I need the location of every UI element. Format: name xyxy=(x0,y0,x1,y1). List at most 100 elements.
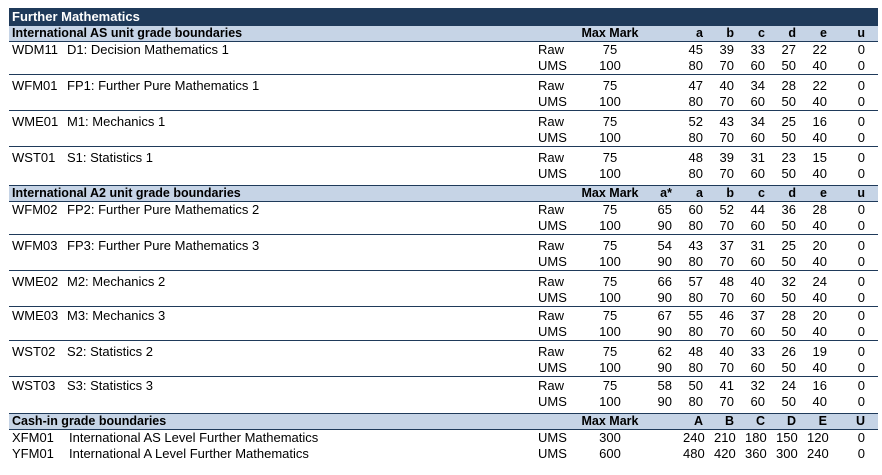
grade-value: 90 xyxy=(657,218,672,233)
unit-name: M3: Mechanics 3 xyxy=(67,308,166,323)
grade-value: 70 xyxy=(719,394,734,409)
grade-value: 54 xyxy=(657,238,672,253)
unit-name: S1: Statistics 1 xyxy=(67,150,153,165)
grade-header: C xyxy=(755,414,765,428)
grade-value: 22 xyxy=(812,78,827,93)
max-mark: 100 xyxy=(599,360,621,375)
unit-block: WFM01 FP1: Further Pure Mathematics 1 Ra… xyxy=(9,75,878,111)
table-row: UMS 100 90 80 70 60 50 40 0 xyxy=(9,290,878,306)
grade-header: b xyxy=(726,186,734,200)
grade-value: 45 xyxy=(688,42,703,57)
grade-value: 0 xyxy=(857,130,865,145)
table-row: WFM02 FP2: Further Pure Mathematics 2 Ra… xyxy=(9,202,878,218)
grade-value: 15 xyxy=(812,150,827,165)
grade-value: 33 xyxy=(750,42,765,57)
unit-block: WFM03 FP3: Further Pure Mathematics 3 Ra… xyxy=(9,235,878,271)
section-label: International A2 unit grade boundaries xyxy=(12,186,241,200)
grade-value: 0 xyxy=(857,360,865,375)
unit-block: WFM02 FP2: Further Pure Mathematics 2 Ra… xyxy=(9,202,878,235)
grade-value: 19 xyxy=(812,344,827,359)
grade-value: 70 xyxy=(719,166,734,181)
grade-value: 28 xyxy=(812,202,827,217)
grade-value: 0 xyxy=(857,290,865,305)
grade-value: 50 xyxy=(781,58,796,73)
grade-value: 16 xyxy=(812,114,827,129)
grade-value: 180 xyxy=(745,430,767,445)
max-mark: 100 xyxy=(599,254,621,269)
table-row: YFM01 International A Level Further Math… xyxy=(9,446,878,462)
grade-value: 40 xyxy=(719,78,734,93)
grade-value: 40 xyxy=(812,254,827,269)
grade-value: 57 xyxy=(688,274,703,289)
grade-value: 80 xyxy=(688,94,703,109)
grade-value: 50 xyxy=(781,324,796,339)
grade-value: 70 xyxy=(719,58,734,73)
grade-value: 24 xyxy=(812,274,827,289)
grade-value: 28 xyxy=(781,308,796,323)
grade-value: 34 xyxy=(750,78,765,93)
unit-block: WME03 M3: Mechanics 3 Raw 75 67 55 46 37… xyxy=(9,307,878,341)
grade-value: 52 xyxy=(719,202,734,217)
table-row: XFM01 International AS Level Further Mat… xyxy=(9,430,878,446)
unit-code: WDM11 xyxy=(12,42,58,57)
grade-value: 0 xyxy=(857,94,865,109)
grade-header: c xyxy=(758,186,765,200)
mark-type: UMS xyxy=(538,58,567,73)
section-label: International AS unit grade boundaries xyxy=(12,26,243,40)
mark-type: UMS xyxy=(538,130,567,145)
grade-header: U xyxy=(855,414,865,428)
unit-name: FP1: Further Pure Mathematics 1 xyxy=(67,78,260,93)
grade-value: 65 xyxy=(657,202,672,217)
mark-type: UMS xyxy=(538,166,567,181)
grade-value: 20 xyxy=(812,238,827,253)
as-section-header: International AS unit grade boundaries M… xyxy=(9,25,878,42)
grade-value: 60 xyxy=(750,360,765,375)
grade-value: 40 xyxy=(812,94,827,109)
grade-value: 25 xyxy=(781,114,796,129)
grade-value: 80 xyxy=(688,130,703,145)
grade-value: 80 xyxy=(688,218,703,233)
table-row: WST02 S2: Statistics 2 Raw 75 62 48 40 3… xyxy=(9,344,878,360)
unit-code: WST02 xyxy=(12,344,56,359)
grade-value: 60 xyxy=(750,58,765,73)
grade-value: 70 xyxy=(719,130,734,145)
grade-value: 70 xyxy=(719,360,734,375)
table-row: UMS 100 80 70 60 50 40 0 xyxy=(9,130,878,146)
grade-value: 16 xyxy=(812,378,827,393)
grade-value: 70 xyxy=(719,94,734,109)
unit-name: S3: Statistics 3 xyxy=(67,378,153,393)
max-mark: 100 xyxy=(599,166,621,181)
mark-type: UMS xyxy=(538,290,567,305)
grade-value: 37 xyxy=(750,308,765,323)
grade-value: 48 xyxy=(688,150,703,165)
grade-header: e xyxy=(820,186,827,200)
grade-value: 0 xyxy=(857,344,865,359)
max-mark: 100 xyxy=(599,94,621,109)
grade-header: a* xyxy=(660,186,672,200)
max-mark-header: Max Mark xyxy=(581,186,639,200)
mark-type: Raw xyxy=(538,150,565,165)
table-row: WME02 M2: Mechanics 2 Raw 75 66 57 48 40… xyxy=(9,274,878,290)
mark-type: UMS xyxy=(538,394,567,409)
grade-value: 90 xyxy=(657,394,672,409)
grade-header: c xyxy=(758,26,765,40)
grade-value: 50 xyxy=(781,218,796,233)
unit-block: WME01 M1: Mechanics 1 Raw 75 52 43 34 25… xyxy=(9,111,878,147)
mark-type: Raw xyxy=(538,114,565,129)
grade-value: 80 xyxy=(688,324,703,339)
grade-value: 0 xyxy=(857,378,865,393)
grade-header: A xyxy=(693,414,703,428)
grade-value: 90 xyxy=(657,360,672,375)
grade-value: 31 xyxy=(750,150,765,165)
grade-value: 32 xyxy=(750,378,765,393)
grade-header: u xyxy=(857,186,865,200)
grade-value: 40 xyxy=(812,324,827,339)
max-mark: 100 xyxy=(599,290,621,305)
table-row: UMS 100 90 80 70 60 50 40 0 xyxy=(9,324,878,340)
grade-value: 50 xyxy=(781,360,796,375)
grade-value: 60 xyxy=(750,324,765,339)
grade-value: 33 xyxy=(750,344,765,359)
mark-type: UMS xyxy=(538,324,567,339)
max-mark: 75 xyxy=(602,378,618,393)
unit-name: M1: Mechanics 1 xyxy=(67,114,166,129)
